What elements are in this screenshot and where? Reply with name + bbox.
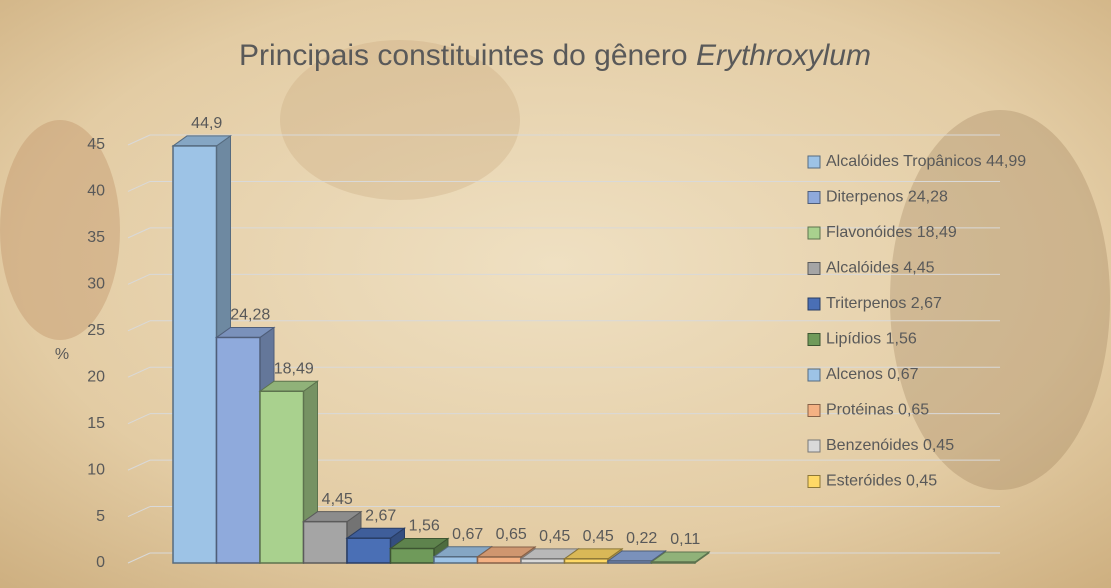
legend-label: Esteróides 0,45 xyxy=(826,473,937,490)
y-tick-label: 35 xyxy=(87,229,105,246)
grid-line xyxy=(127,180,151,192)
bar xyxy=(215,336,261,564)
value-label: 18,49 xyxy=(274,360,314,377)
value-label: 0,65 xyxy=(496,526,527,543)
bar xyxy=(259,390,305,564)
value-label: 4,45 xyxy=(322,491,353,508)
grid-line xyxy=(127,320,151,332)
legend-swatch xyxy=(807,155,821,169)
legend-swatch xyxy=(807,333,821,346)
value-label: 0,45 xyxy=(583,528,614,545)
value-label: 0,67 xyxy=(452,526,483,543)
value-label: 24,28 xyxy=(230,307,270,324)
value-label: 0,22 xyxy=(626,530,657,547)
bar xyxy=(476,556,522,564)
bar xyxy=(563,558,609,564)
grid-line xyxy=(127,506,151,518)
background-shape xyxy=(280,40,520,200)
legend-label: Benzenóides 0,45 xyxy=(826,437,954,454)
legend-label: Protéinas 0,65 xyxy=(826,402,929,419)
legend-swatch xyxy=(807,191,821,204)
y-tick-label: 25 xyxy=(87,322,105,339)
grid-line xyxy=(127,227,151,239)
y-tick-label: 5 xyxy=(96,508,105,525)
value-label: 1,56 xyxy=(409,518,440,535)
chart-title: Principais constituintes do gênero Eryth… xyxy=(239,39,871,72)
title-emphasis: Erythroxylum xyxy=(696,39,871,72)
grid-line xyxy=(127,413,151,425)
bar xyxy=(607,560,653,564)
legend-swatch xyxy=(807,475,821,488)
y-axis-label: % xyxy=(55,346,69,363)
y-tick-label: 0 xyxy=(96,554,105,571)
legend-label: Triterpenos 2,67 xyxy=(826,295,942,312)
y-tick-label: 15 xyxy=(87,415,105,432)
grid-line xyxy=(127,366,151,378)
legend-swatch xyxy=(807,404,821,417)
value-label: 44,9 xyxy=(191,115,222,132)
title-text: Principais constituintes do gênero xyxy=(239,39,688,72)
legend-swatch xyxy=(807,368,821,382)
grid-line xyxy=(127,134,151,146)
legend-swatch xyxy=(807,226,821,240)
bar xyxy=(172,145,218,564)
bar xyxy=(433,556,479,564)
background-shape xyxy=(890,110,1110,490)
legend-label: Lipídios 1,56 xyxy=(826,331,917,348)
y-tick-label: 40 xyxy=(87,183,105,200)
value-label: 0,45 xyxy=(539,528,570,545)
grid-line xyxy=(127,273,151,285)
background-shape xyxy=(0,120,120,340)
y-tick-label: 30 xyxy=(87,276,105,293)
legend-label: Flavonóides 18,49 xyxy=(826,224,957,241)
y-tick-label: 45 xyxy=(87,136,105,153)
grid-line xyxy=(127,552,151,564)
y-tick-label: 20 xyxy=(87,368,105,385)
legend-swatch xyxy=(807,262,821,275)
grid-line xyxy=(127,459,151,471)
value-label: 2,67 xyxy=(365,507,396,524)
legend-label: Alcalóides Tropânicos 44,99 xyxy=(826,153,1026,170)
bar xyxy=(389,547,435,564)
legend-label: Alcenos 0,67 xyxy=(826,366,919,383)
legend-swatch xyxy=(807,297,821,311)
legend-swatch xyxy=(807,439,821,453)
legend-label: Alcalóides 4,45 xyxy=(826,260,935,277)
bar xyxy=(302,520,348,564)
bar xyxy=(346,537,392,564)
value-label: 0,11 xyxy=(670,531,700,548)
bar xyxy=(650,561,696,564)
y-tick-label: 10 xyxy=(87,461,105,478)
bar xyxy=(520,558,566,564)
legend-label: Diterpenos 24,28 xyxy=(826,189,948,206)
